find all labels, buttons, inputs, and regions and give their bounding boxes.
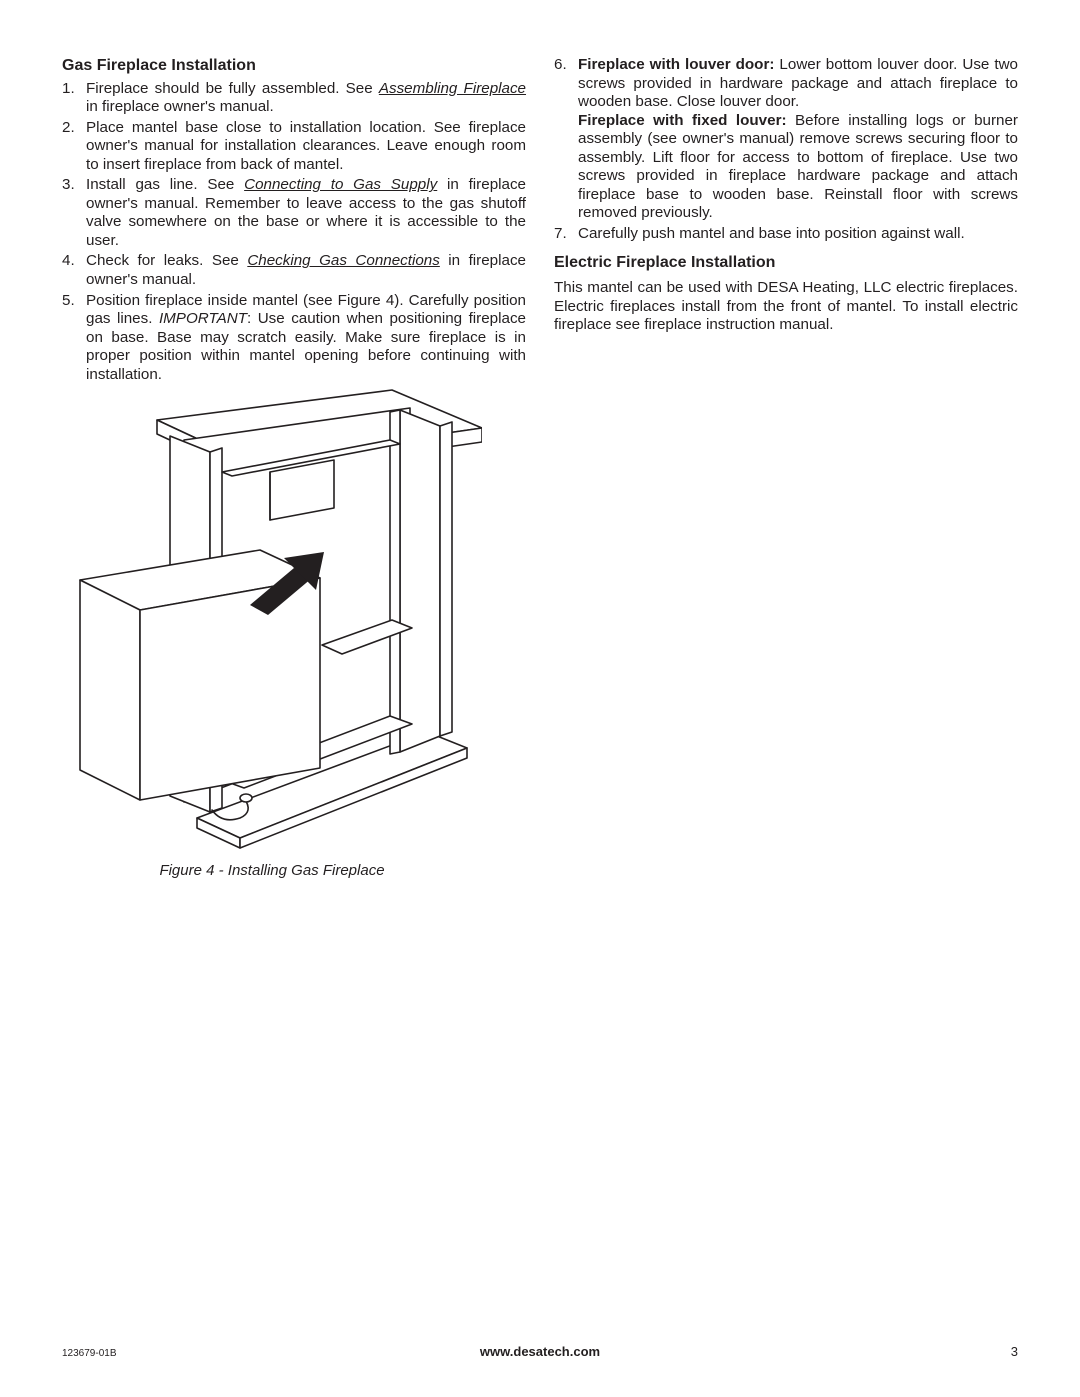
step-6: Fireplace with louver door: Lower bottom… xyxy=(554,56,1018,223)
electric-para: This mantel can be used with DESA Heatin… xyxy=(554,279,1018,335)
step-4-link: Checking Gas Connections xyxy=(247,252,440,269)
step-5: Position fireplace inside mantel (see Fi… xyxy=(62,292,526,385)
right-column: Fireplace with louver door: Lower bottom… xyxy=(554,56,1018,386)
step-7-text: Carefully push mantel and base into posi… xyxy=(578,225,965,242)
figure-4: Figure 4 - Installing Gas Fireplace xyxy=(62,380,482,879)
step-4-pre: Check for leaks. See xyxy=(86,252,247,269)
step-3-link: Connecting to Gas Supply xyxy=(244,176,437,193)
step-4: Check for leaks. See Checking Gas Connec… xyxy=(62,252,526,289)
step-2: Place mantel base close to installation … xyxy=(62,119,526,175)
step-2-text: Place mantel base close to installation … xyxy=(86,119,526,173)
step-7: Carefully push mantel and base into posi… xyxy=(554,225,1018,244)
footer-url: www.desatech.com xyxy=(480,1344,600,1359)
page-number: 3 xyxy=(1011,1344,1018,1359)
page-footer: 123679-01B www.desatech.com 3 xyxy=(0,1344,1080,1359)
step-5-emph: IMPORTANT xyxy=(159,310,247,327)
step-3-pre: Install gas line. See xyxy=(86,176,244,193)
gas-steps-list: Fireplace should be fully assembled. See… xyxy=(62,80,526,385)
step-6-bold1: Fireplace with louver door: xyxy=(578,56,774,73)
step-1-pre: Fireplace should be fully assembled. See xyxy=(86,80,379,97)
step-3: Install gas line. See Connecting to Gas … xyxy=(62,176,526,250)
step-1: Fireplace should be fully assembled. See… xyxy=(62,80,526,117)
doc-number: 123679-01B xyxy=(62,1348,117,1359)
fireplace-diagram-icon xyxy=(62,380,482,850)
left-column: Gas Fireplace Installation Fireplace sho… xyxy=(62,56,526,386)
figure-caption: Figure 4 - Installing Gas Fireplace xyxy=(62,862,482,879)
gas-steps-list-cont: Fireplace with louver door: Lower bottom… xyxy=(554,56,1018,243)
step-1-link: Assembling Fireplace xyxy=(379,80,526,97)
step-1-post: in fireplace owner's manual. xyxy=(86,98,274,115)
electric-heading: Electric Fireplace Installation xyxy=(554,253,1018,273)
gas-heading: Gas Fireplace Installation xyxy=(62,56,526,76)
step-6-bold2: Fireplace with fixed louver: xyxy=(578,112,787,129)
